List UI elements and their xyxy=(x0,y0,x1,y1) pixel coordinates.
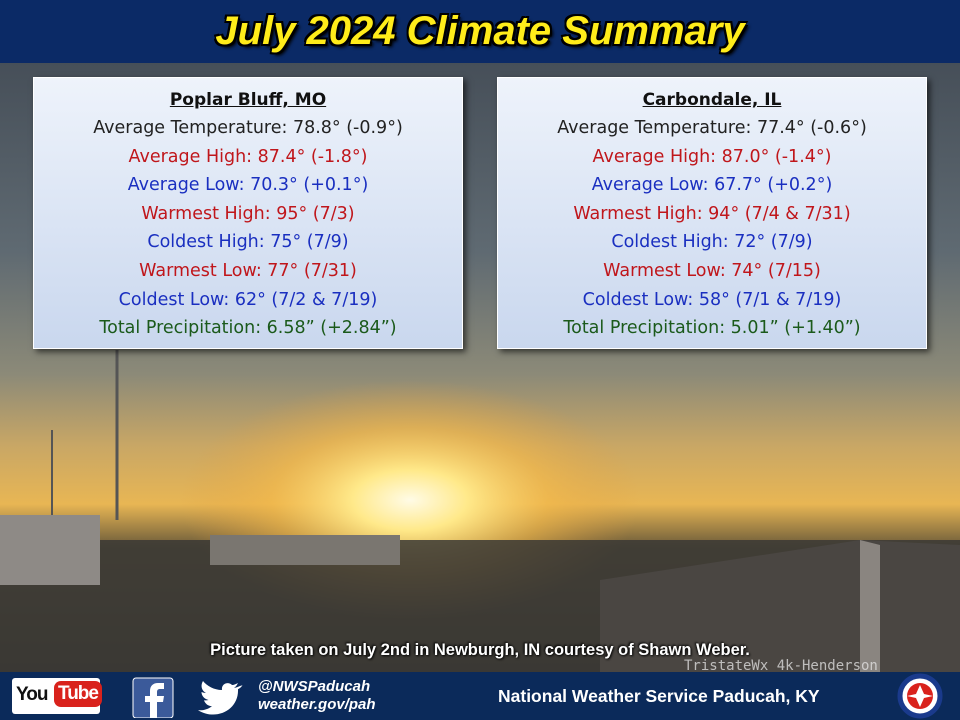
stat-row: Warmest Low: 77° (7/31) xyxy=(139,260,357,281)
twitter-icon[interactable] xyxy=(198,681,243,715)
station-panel: Poplar Bluff, MO Average Temperature: 78… xyxy=(33,77,463,349)
stat-row: Total Precipitation: 5.01” (+1.40”) xyxy=(563,318,861,339)
logo-text: Tube xyxy=(54,681,102,707)
watermark: TristateWx 4k-Henderson xyxy=(684,658,878,674)
stat-row: Coldest Low: 58° (7/1 & 7/19) xyxy=(582,289,842,310)
facebook-glyph xyxy=(145,683,164,718)
footer: You Tube National Weather Service Paducah… xyxy=(0,672,960,720)
stat-row: Coldest Low: 62° (7/2 & 7/19) xyxy=(118,289,378,310)
logo-text: You xyxy=(16,684,49,705)
website[interactable]: weather.gov/pah xyxy=(258,696,376,713)
stat-row: Warmest High: 94° (7/4 & 7/31) xyxy=(573,203,851,224)
stat-row: Average High: 87.4° (-1.8°) xyxy=(128,146,368,167)
youtube-logo[interactable]: You Tube xyxy=(12,678,102,714)
stat-row: Average Temperature: 78.8° (-0.9°) xyxy=(93,118,403,138)
social-handle[interactable]: @NWSPaducah xyxy=(258,678,371,695)
header: July 2024 Climate Summary xyxy=(0,0,960,63)
title: July 2024 Climate Summary xyxy=(215,9,745,53)
contact: @NWSPaducah weather.gov/pah xyxy=(258,678,376,714)
stat-row: Average Temperature: 77.4° (-0.6°) xyxy=(557,118,867,138)
stats-list: Average Temperature: 78.8° (-0.9°) Averag… xyxy=(34,114,462,343)
station-name: Carbondale, IL xyxy=(642,90,782,110)
stat-row: Average Low: 67.7° (+0.2°) xyxy=(591,175,833,196)
stat-row: Coldest High: 72° (7/9) xyxy=(611,232,813,253)
stat-row: Warmest Low: 74° (7/15) xyxy=(603,260,821,281)
station-name: Poplar Bluff, MO xyxy=(169,90,327,110)
organization: National Weather Service Paducah, KY xyxy=(498,686,820,706)
stat-row: Average High: 87.0° (-1.4°) xyxy=(592,146,832,167)
stat-row: Total Precipitation: 6.58” (+2.84”) xyxy=(99,318,397,339)
photo-caption: Picture taken on July 2nd in Newburgh, I… xyxy=(210,641,750,659)
stats-list: Average Temperature: 77.4° (-0.6°) Averag… xyxy=(498,114,926,343)
social-icons xyxy=(132,677,243,718)
stat-row: Warmest High: 95° (7/3) xyxy=(141,203,355,224)
nws-logo xyxy=(897,673,943,719)
stat-row: Average Low: 70.3° (+0.1°) xyxy=(127,175,369,196)
station-panel: Carbondale, IL Average Temperature: 77.4… xyxy=(497,77,927,349)
stat-row: Coldest High: 75° (7/9) xyxy=(147,232,349,253)
